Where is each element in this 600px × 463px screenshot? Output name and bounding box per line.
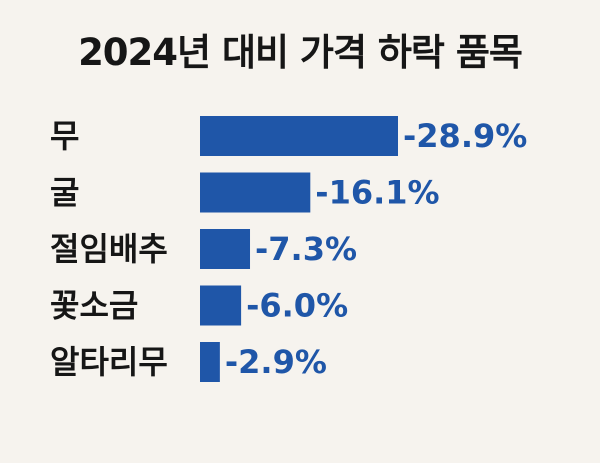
category-label: 무 <box>50 117 79 155</box>
bar <box>200 172 311 213</box>
category-label: 꽃소금 <box>50 287 138 325</box>
value-label: -7.3% <box>255 230 357 268</box>
value-label: -16.1% <box>315 174 439 212</box>
bars <box>200 116 398 382</box>
bar <box>200 342 220 382</box>
chart-title: 2024년 대비 가격 하락 품목 <box>78 31 523 74</box>
bar <box>200 229 251 269</box>
bar <box>200 116 398 156</box>
value-label: -28.9% <box>403 117 527 155</box>
value-label: -2.9% <box>225 343 327 381</box>
category-label: 굴 <box>50 174 79 212</box>
bar <box>200 285 242 326</box>
value-label: -6.0% <box>246 287 348 325</box>
value-labels: -28.9% -16.1% -7.3% -6.0% -2.9% <box>225 117 527 381</box>
category-label: 알타리무 <box>50 343 168 381</box>
category-label: 절임배추 <box>50 230 168 268</box>
